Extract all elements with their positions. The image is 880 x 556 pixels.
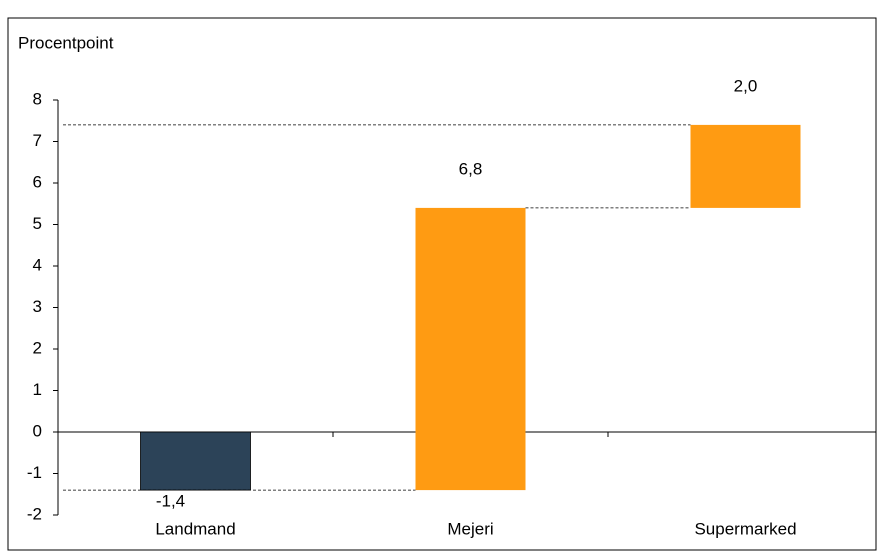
bar [690, 124, 801, 208]
y-tick-label: 2 [33, 338, 42, 357]
y-tick-label: 1 [33, 380, 42, 399]
y-tick-label: -1 [27, 463, 42, 482]
y-tick-label: 7 [33, 131, 42, 150]
x-tick-label: Landmand [155, 519, 235, 538]
bar [415, 207, 526, 491]
value-label: -1,4 [156, 492, 185, 511]
y-axis-label: Procentpoint [18, 33, 114, 52]
bar [140, 431, 251, 491]
y-tick-label: 3 [33, 297, 42, 316]
chart-frame [7, 17, 877, 551]
y-tick-label: 0 [33, 421, 42, 440]
y-tick-label: 4 [33, 255, 42, 274]
x-tick-label: Mejeri [447, 519, 493, 538]
x-tick-label: Supermarked [694, 519, 796, 538]
y-tick-label: 8 [33, 89, 42, 108]
value-label: 2,0 [734, 76, 758, 95]
value-label: 6,8 [459, 159, 483, 178]
y-tick-label: 5 [33, 214, 42, 233]
y-tick-label: -2 [27, 504, 42, 523]
y-tick-label: 6 [33, 172, 42, 191]
